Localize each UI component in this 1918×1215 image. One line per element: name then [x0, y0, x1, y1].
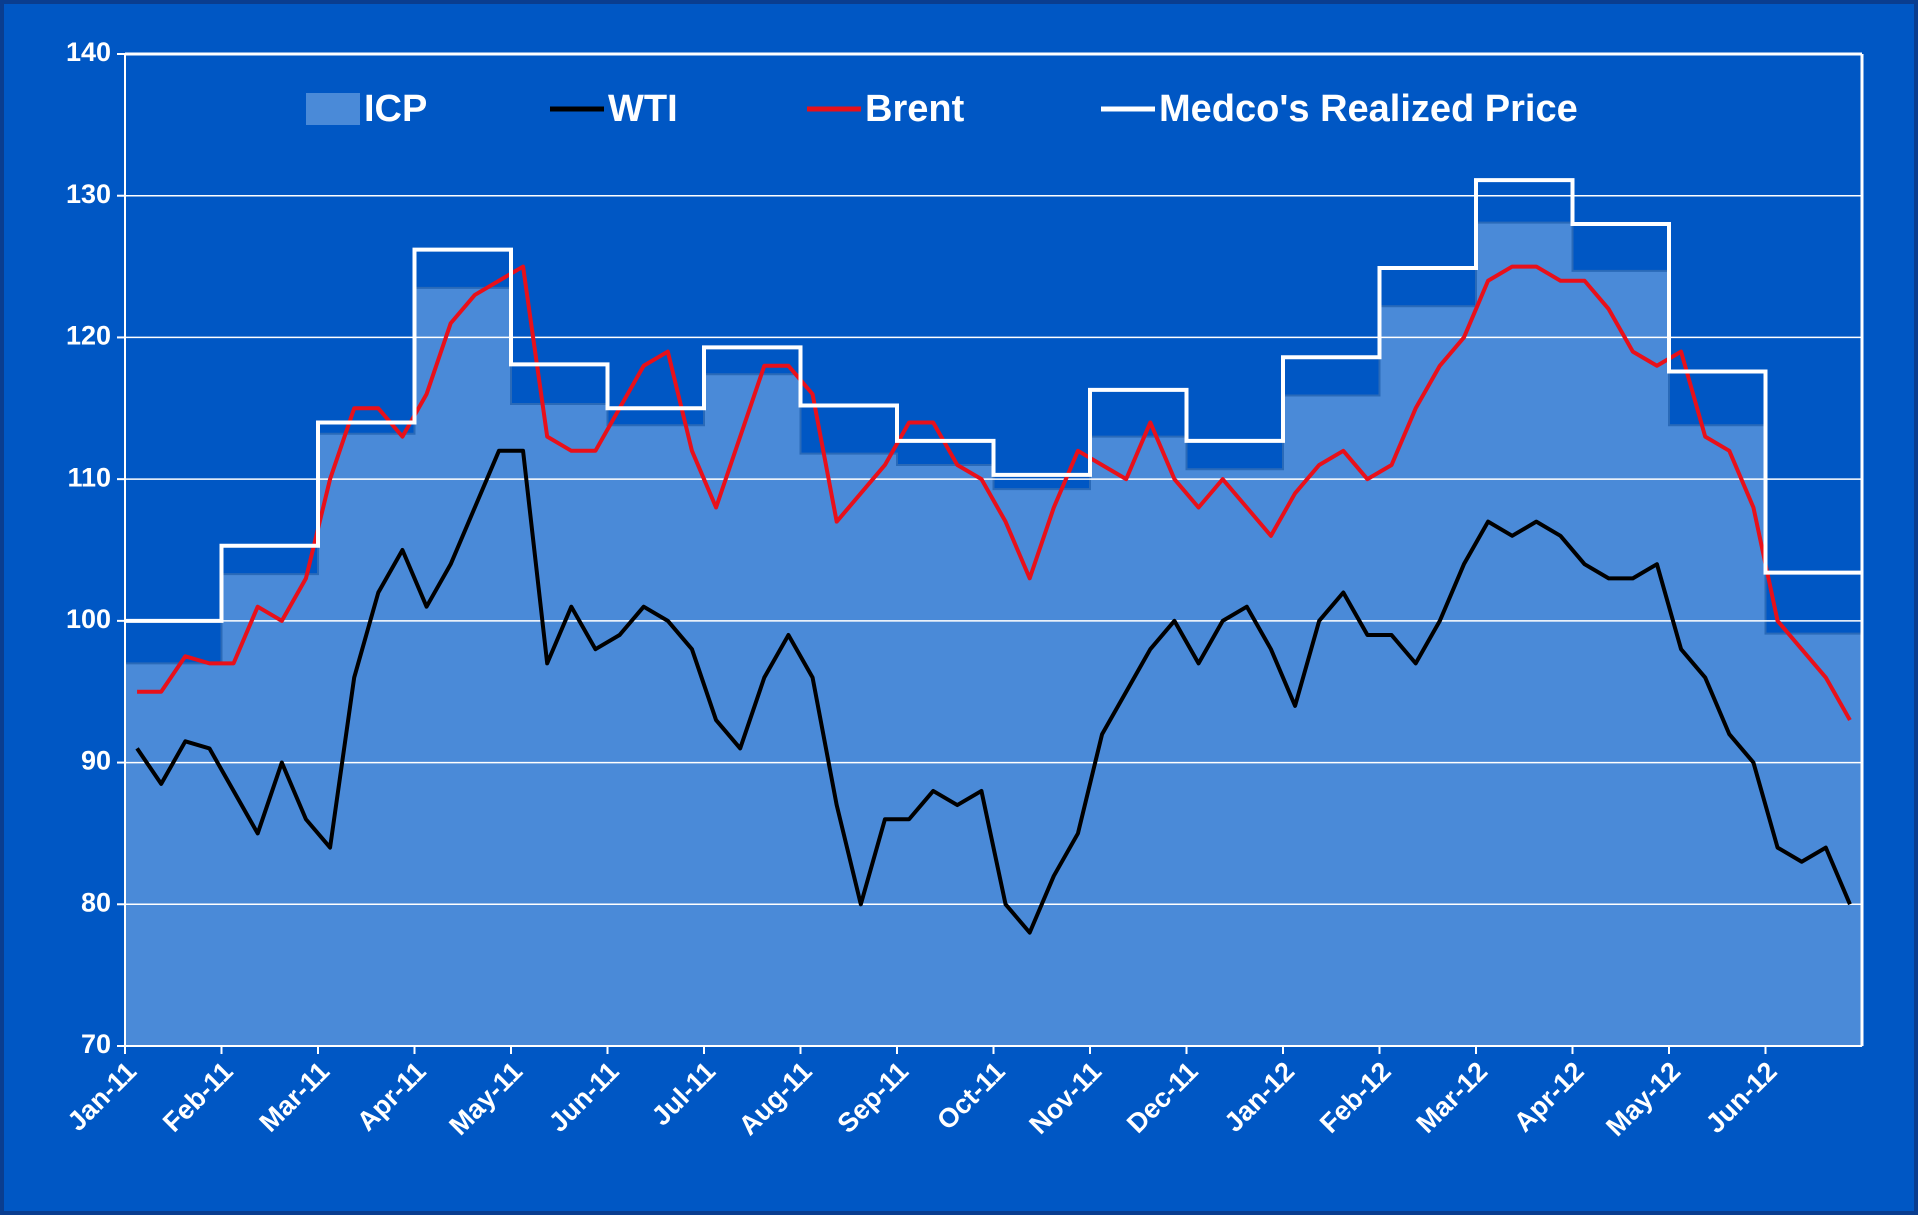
y-tick-label: 90 — [81, 746, 111, 776]
y-tick-label: 100 — [66, 604, 111, 634]
legend-swatch — [306, 93, 360, 125]
legend-label: Brent — [865, 88, 965, 130]
y-tick-label: 140 — [66, 37, 111, 67]
price-line — [137, 264, 1852, 722]
y-tick-label: 130 — [66, 179, 111, 209]
legend-label: WTI — [608, 88, 678, 130]
y-tick-label: 120 — [66, 321, 111, 351]
realized-price-line — [125, 178, 1862, 623]
y-tick-label: 80 — [81, 887, 111, 917]
y-tick-label: 110 — [67, 462, 111, 492]
legend-label: Medco's Realized Price — [1159, 88, 1578, 130]
legend-label: ICP — [364, 88, 427, 130]
price-line — [135, 448, 1852, 935]
y-tick-label: 70 — [81, 1029, 111, 1059]
